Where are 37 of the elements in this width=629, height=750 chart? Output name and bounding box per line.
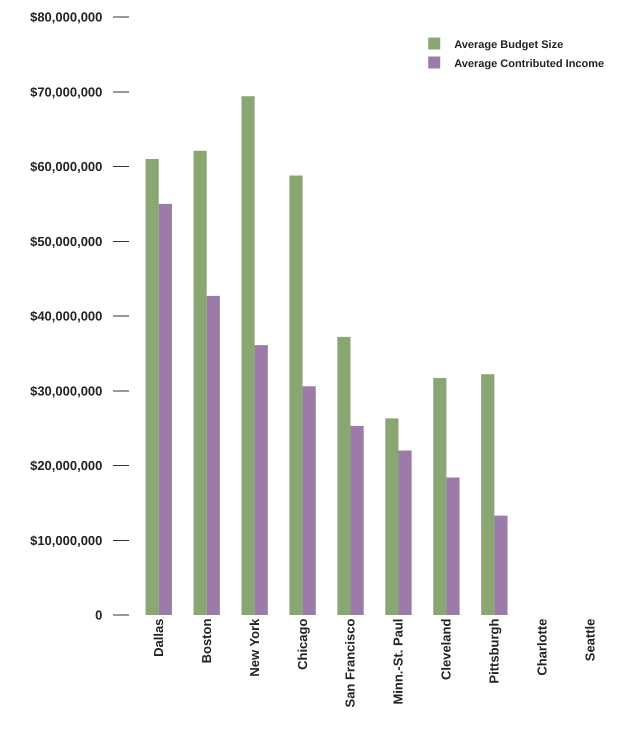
y-tick-label: $30,000,000 [30,383,102,398]
x-tick-label: Chicago [294,618,310,670]
x-tick-label: Pittsburgh [486,618,502,684]
legend-label: Average Contributed Income [454,58,604,70]
y-tick-label: $50,000,000 [30,234,102,249]
bar [254,345,268,615]
y-tick-label: $40,000,000 [30,308,102,324]
x-tick-label: Minn.-St. Paul [390,618,406,705]
bar [194,150,207,615]
bar [302,386,316,615]
x-tick-label: Seattle [582,618,598,662]
bar [350,426,364,615]
bar [146,159,159,615]
bar [494,516,508,615]
bar [398,450,412,615]
y-tick-label: $60,000,000 [30,159,102,174]
x-tick-label: Dallas [150,618,166,657]
x-tick-label: Boston [198,618,214,664]
y-tick-label: 0 [95,608,102,623]
y-tick-label: $80,000,000 [30,10,102,25]
bar [433,378,446,615]
bar [289,175,303,615]
bar [241,96,255,615]
bar [385,418,398,615]
legend-label: Average Budget Size [454,38,564,51]
y-tick-label: $20,000,000 [30,458,102,474]
bar [206,296,220,615]
bar [158,204,172,615]
x-tick-label: New York [246,618,262,677]
y-tick-label: $10,000,000 [30,532,102,548]
bar [446,477,460,615]
bar [337,336,351,615]
x-tick-label: San Francisco [342,618,358,708]
bar [481,374,494,615]
y-tick-label: $70,000,000 [30,84,102,100]
x-tick-label: Cleveland [438,618,454,680]
x-tick-label: Charlotte [534,618,550,676]
